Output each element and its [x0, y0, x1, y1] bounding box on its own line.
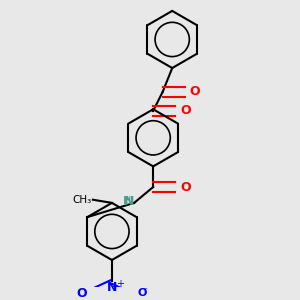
Text: H: H: [123, 196, 131, 206]
Text: ⁻: ⁻: [141, 287, 147, 297]
Text: O: O: [76, 287, 86, 300]
Text: N: N: [124, 195, 134, 208]
Text: O: O: [180, 104, 191, 117]
Text: +: +: [116, 279, 124, 289]
Text: N: N: [107, 280, 117, 294]
Text: O: O: [137, 288, 147, 298]
Text: O: O: [190, 85, 200, 98]
Text: O: O: [180, 181, 191, 194]
Text: CH₃: CH₃: [72, 195, 91, 205]
